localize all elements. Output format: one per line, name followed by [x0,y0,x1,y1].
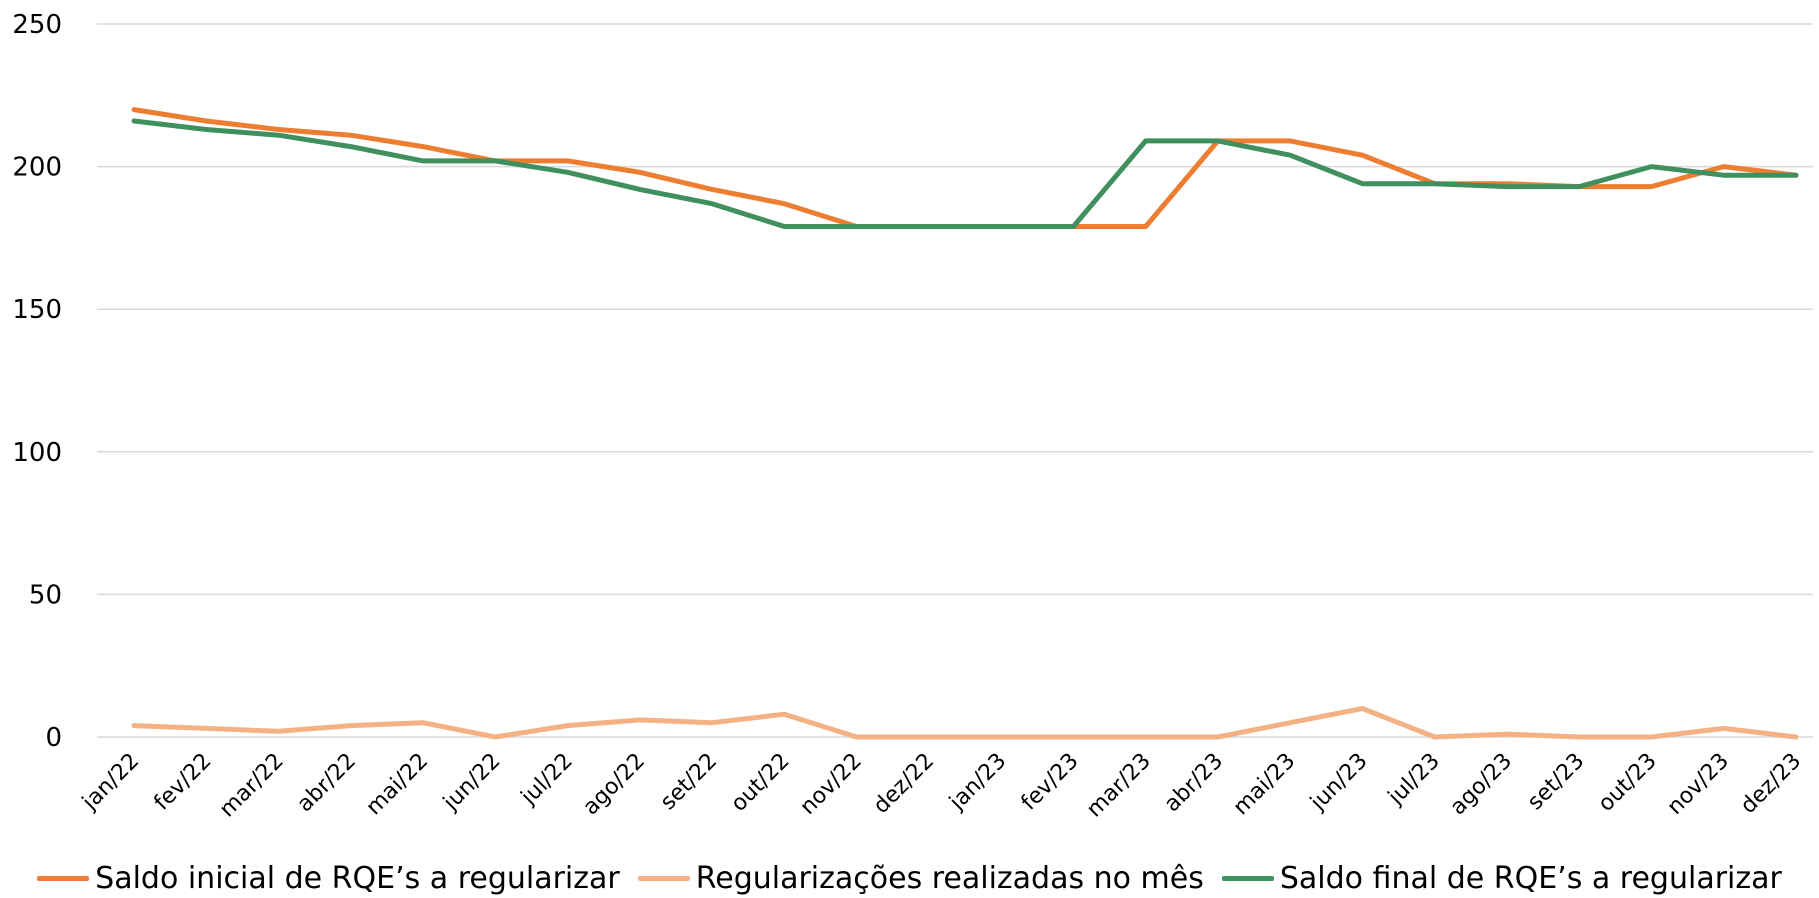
x-tick-label: out/23 [1594,749,1662,817]
y-tick-label: 150 [12,295,62,325]
y-axis-ticks: 0 50 100 150 200 250 [12,10,62,753]
x-tick-label: mar/22 [215,749,289,823]
y-tick-label: 100 [12,438,62,468]
x-tick-label: jan/22 [77,749,144,816]
legend-label: Saldo inicial de RQE’s a regularizar [95,861,620,896]
x-tick-label: abr/23 [1160,749,1229,818]
legend: Saldo inicial de RQE’s a regularizar Regu… [0,858,1819,898]
x-tick-label: set/22 [656,749,722,815]
x-tick-label: set/23 [1523,749,1589,815]
legend-item-2: Regularizações realizadas no mês [638,861,1204,896]
legend-label: Saldo final de RQE’s a regularizar [1280,861,1782,896]
x-tick-label: abr/22 [293,749,362,818]
x-tick-label: jul/23 [1383,749,1445,811]
x-tick-label: jun/22 [438,749,505,816]
x-tick-label: jul/22 [516,749,578,811]
y-tick-label: 50 [29,580,62,610]
legend-swatch [37,876,89,881]
x-tick-label: dez/22 [869,749,939,819]
x-tick-label: ago/23 [1446,749,1518,821]
y-tick-label: 0 [45,723,62,753]
x-tick-label: jun/23 [1305,749,1372,816]
series-line-1 [134,110,1796,227]
series-line-3 [134,121,1796,227]
x-tick-label: nov/22 [796,749,867,820]
x-tick-label: fev/23 [1017,749,1084,816]
x-tick-label: out/22 [726,749,794,817]
x-tick-label: ago/22 [578,749,650,821]
legend-swatch [1222,876,1274,881]
legend-item-1: Saldo inicial de RQE’s a regularizar [37,861,620,896]
x-tick-label: dez/23 [1736,749,1806,819]
legend-item-3: Saldo final de RQE’s a regularizar [1222,861,1782,896]
gridlines [97,24,1813,737]
series-line-2 [134,709,1796,738]
legend-swatch [638,876,690,881]
x-tick-label: mai/22 [362,749,434,821]
series-lines [134,110,1796,737]
y-tick-label: 250 [12,10,62,40]
x-tick-label: mar/23 [1082,749,1156,823]
x-tick-label: jan/23 [944,749,1011,816]
y-tick-label: 200 [12,153,62,183]
x-tick-label: nov/23 [1663,749,1734,820]
x-tick-label: fev/22 [150,749,217,816]
x-tick-label: mai/23 [1229,749,1301,821]
legend-label: Regularizações realizadas no mês [696,861,1204,896]
